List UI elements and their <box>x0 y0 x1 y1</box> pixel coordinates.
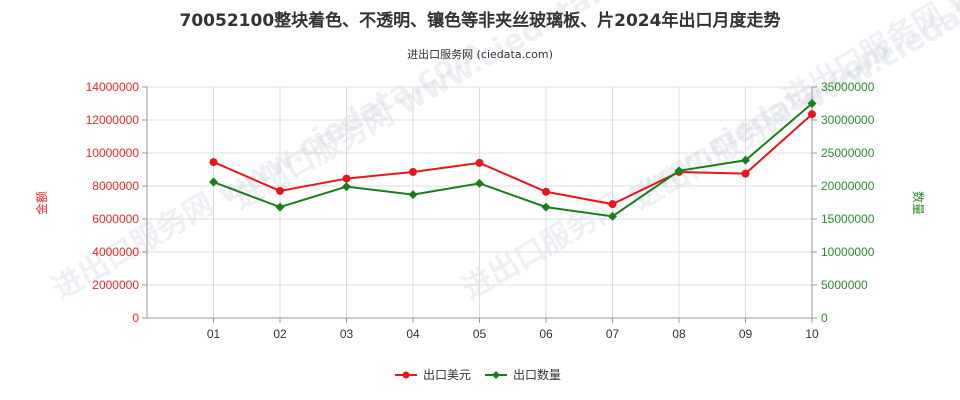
data-point[interactable] <box>342 174 351 183</box>
left-tick-label: 10000000 <box>86 146 140 160</box>
right-tick-label: 5000000 <box>821 278 868 292</box>
data-point[interactable] <box>209 158 218 167</box>
right-axis-title: 数量 <box>911 191 926 215</box>
series-1 <box>209 110 816 209</box>
left-axis: 0 2000000 4000000 6000000 8000000 10000000 120… <box>86 80 147 325</box>
data-point[interactable] <box>674 166 684 176</box>
legend-marker <box>492 371 500 379</box>
watermark-text: 进出口服务网 www.ciedata.com <box>777 0 960 117</box>
data-point[interactable] <box>542 187 550 196</box>
right-tick-label: 30000000 <box>821 113 875 127</box>
left-tick-label: 8000000 <box>92 179 139 193</box>
data-point[interactable] <box>808 110 816 119</box>
right-tick-label: 20000000 <box>821 179 875 193</box>
left-tick-label: 0 <box>132 311 139 325</box>
x-tick-label: 06 <box>539 327 553 341</box>
x-tick-label: 05 <box>473 327 487 341</box>
left-tick-label: 12000000 <box>86 113 140 127</box>
data-point[interactable] <box>475 158 484 167</box>
data-point[interactable] <box>342 182 351 192</box>
x-tick-label: 03 <box>340 327 354 341</box>
left-tick-label: 2000000 <box>92 278 139 292</box>
x-tick-label: 01 <box>207 327 221 341</box>
series-line <box>213 113 813 206</box>
data-point[interactable] <box>608 200 617 209</box>
x-tick-label: 08 <box>672 327 686 341</box>
right-axis: 0 5000000 10000000 15000000 20000000 25000000… <box>812 80 875 325</box>
chart-title: 70052100整块着色、不透明、镶色等非夹丝玻璃板、片2024年出口月度走势 <box>180 10 781 31</box>
right-tick-label: 35000000 <box>821 80 875 94</box>
left-tick-label: 6000000 <box>92 212 139 226</box>
x-axis: 01 02 03 04 05 06 07 08 09 10 <box>207 318 819 341</box>
x-tick-label: 09 <box>739 327 753 341</box>
data-point[interactable] <box>276 186 284 195</box>
legend-label: 出口美元 <box>423 368 471 382</box>
legend-item[interactable]: 出口数量 <box>485 367 561 382</box>
data-point[interactable] <box>741 169 750 178</box>
data-point[interactable] <box>209 177 218 187</box>
data-point[interactable] <box>741 155 750 165</box>
left-tick-label: 14000000 <box>86 80 140 94</box>
right-tick-label: 15000000 <box>821 212 875 226</box>
data-point[interactable] <box>608 211 617 221</box>
series-layer <box>209 99 817 221</box>
x-tick-label: 04 <box>406 327 420 341</box>
legend-item[interactable]: 出口美元 <box>395 368 471 382</box>
series-line <box>213 102 813 218</box>
x-tick-label: 10 <box>805 327 819 341</box>
data-point[interactable] <box>275 202 285 212</box>
legend[interactable]: 出口美元 出口数量 <box>395 367 561 382</box>
data-point[interactable] <box>475 178 484 188</box>
right-tick-label: 10000000 <box>821 245 875 259</box>
data-point[interactable] <box>409 167 417 176</box>
chart-subtitle: 进出口服务网 (ciedata.com) <box>407 47 553 61</box>
x-tick-label: 02 <box>273 327 287 341</box>
grid <box>146 86 813 319</box>
x-tick-label: 07 <box>606 327 620 341</box>
legend-label: 出口数量 <box>513 367 561 382</box>
series-2 <box>209 99 817 221</box>
left-tick-label: 4000000 <box>92 245 139 259</box>
data-point[interactable] <box>541 202 551 212</box>
right-tick-label: 0 <box>821 311 828 325</box>
data-point[interactable] <box>408 190 418 200</box>
data-point[interactable] <box>807 99 817 108</box>
right-tick-label: 25000000 <box>821 146 875 160</box>
legend-marker <box>402 371 410 379</box>
watermark-text: 进出口服务网 www.ciedata.com <box>227 0 668 217</box>
left-axis-title: 金额 <box>34 191 49 215</box>
